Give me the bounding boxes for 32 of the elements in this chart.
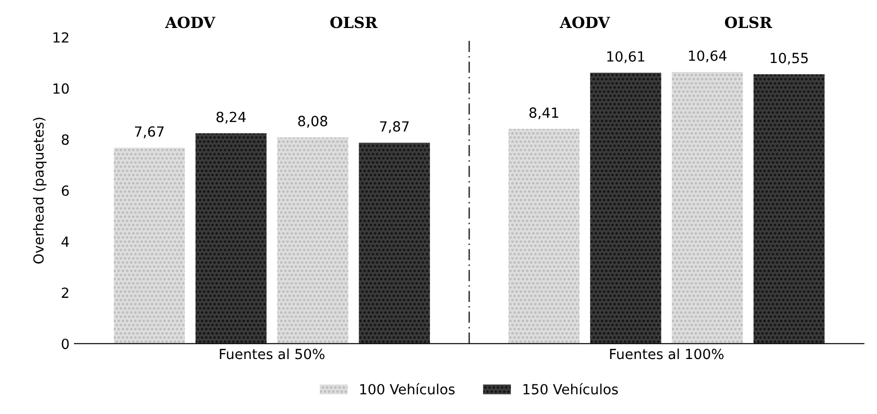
bar bbox=[672, 72, 743, 344]
bar bbox=[358, 142, 430, 344]
text: OLSR bbox=[330, 16, 378, 28]
bar bbox=[277, 137, 348, 344]
data-label: 8,24 bbox=[216, 112, 246, 124]
y-axis-title: Overhead (paquetes) bbox=[33, 118, 46, 264]
data-label: 7,87 bbox=[380, 121, 409, 134]
bar bbox=[114, 148, 185, 344]
bar bbox=[508, 128, 580, 344]
text: OLSR bbox=[724, 16, 772, 28]
x-tick-label: Fuentes al 50% bbox=[220, 348, 324, 360]
bar bbox=[754, 74, 825, 344]
x-tick-label: Fuentes al 100% bbox=[610, 348, 724, 360]
data-label: 10,61 bbox=[607, 51, 644, 64]
y-tick-label: 6 bbox=[62, 185, 69, 196]
legend-label: 150 Vehículos bbox=[524, 383, 618, 394]
bar bbox=[590, 72, 662, 344]
text: AODV bbox=[165, 16, 216, 28]
y-tick-label: 0 bbox=[62, 338, 69, 350]
y-tick-label: 10 bbox=[54, 83, 69, 94]
y-tick-label: 8 bbox=[62, 134, 69, 145]
bar bbox=[196, 133, 267, 344]
y-tick-label: 4 bbox=[62, 236, 69, 247]
y-tick-label: 2 bbox=[62, 288, 68, 298]
data-label: 8,41 bbox=[529, 107, 558, 120]
data-label: 10,64 bbox=[689, 50, 726, 62]
text: AODV bbox=[560, 16, 610, 28]
data-label: 7,67 bbox=[135, 126, 164, 138]
legend-label: 100 Vehículos bbox=[360, 383, 455, 394]
data-label: 8,08 bbox=[298, 116, 328, 128]
data-label: 10,55 bbox=[770, 52, 808, 65]
y-tick-label: 12 bbox=[54, 32, 68, 43]
